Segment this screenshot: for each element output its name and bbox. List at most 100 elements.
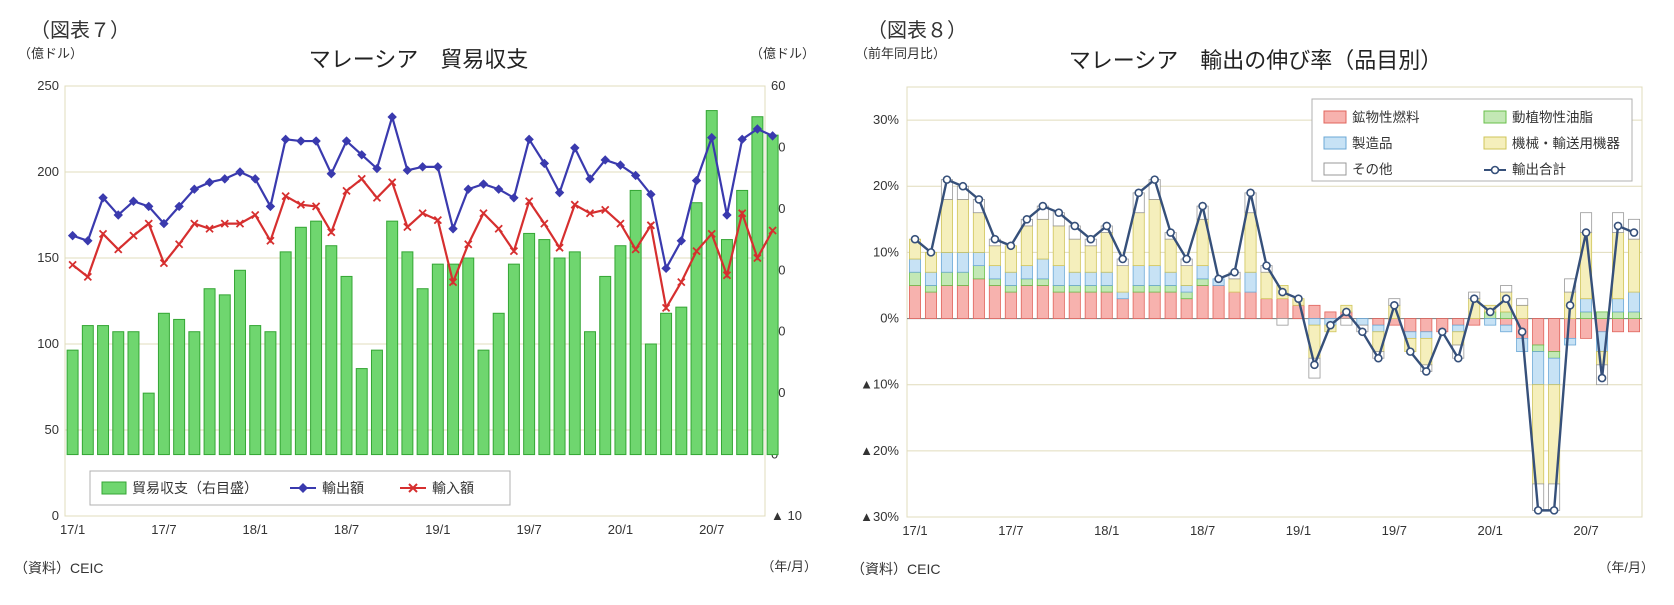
svg-text:100: 100 <box>37 336 59 351</box>
trade-balance-bar <box>402 252 413 455</box>
chart8-xaxis-caption: （年/月） <box>1598 557 1654 579</box>
stack-oils <box>941 272 952 285</box>
stack-manuf <box>1612 299 1623 312</box>
svg-text:輸出額: 輸出額 <box>322 480 364 496</box>
stack-manuf <box>1101 272 1112 285</box>
svg-text:▲10%: ▲10% <box>860 377 899 392</box>
stack-oils <box>1005 285 1016 292</box>
trade-balance-bar <box>143 393 154 454</box>
stack-mach <box>989 246 1000 266</box>
stack-oils <box>1085 285 1096 292</box>
stack-oils <box>1181 292 1192 299</box>
stack-manuf <box>1037 259 1048 279</box>
svg-text:18/1: 18/1 <box>1094 523 1119 538</box>
trade-balance-bar <box>508 264 519 454</box>
chart7-source: （資料）CEIC <box>14 558 103 578</box>
trade-balance-bar <box>676 307 687 454</box>
stack-manuf <box>1485 319 1496 326</box>
trade-balance-bar <box>569 252 580 455</box>
stack-mach <box>1101 233 1112 273</box>
trade-balance-bar <box>98 326 109 455</box>
stack-manuf <box>1549 358 1560 384</box>
svg-text:20/7: 20/7 <box>699 522 724 537</box>
svg-text:機械・輸送用機器: 機械・輸送用機器 <box>1512 136 1620 151</box>
chart8-panel: （図表８） （前年同月比） マレーシア 輸出の伸び率（品目別） ▲30%▲20%… <box>847 10 1664 579</box>
trade-balance-bar <box>235 270 246 454</box>
stack-mineral <box>1261 299 1272 319</box>
stack-oils <box>1133 285 1144 292</box>
stack-mineral <box>1101 292 1112 318</box>
trade-balance-bar <box>615 246 626 455</box>
stack-manuf <box>1501 325 1512 332</box>
svg-text:18/7: 18/7 <box>334 522 359 537</box>
stack-oils <box>973 266 984 279</box>
svg-text:鉱物性燃料: 鉱物性燃料 <box>1352 109 1420 125</box>
stack-oils <box>1628 312 1639 319</box>
stack-mineral <box>1533 319 1544 345</box>
trade-balance-bar <box>524 233 535 454</box>
stack-manuf <box>1069 272 1080 285</box>
chart7-panel: （図表７） （億ドル） （億ドル） マレーシア 貿易収支 05010015020… <box>10 10 827 579</box>
stack-oils <box>1580 312 1591 319</box>
stack-mineral <box>1277 299 1288 319</box>
stack-manuf <box>1533 352 1544 385</box>
stack-manuf <box>1421 332 1432 339</box>
trade-balance-bar <box>752 117 763 455</box>
stack-manuf <box>1021 266 1032 279</box>
stack-mach <box>1117 266 1128 292</box>
stack-manuf <box>941 252 952 272</box>
stack-mineral <box>1005 292 1016 318</box>
stack-mineral <box>957 285 968 318</box>
svg-text:200: 200 <box>37 164 59 179</box>
trade-balance-bar <box>371 350 382 454</box>
stack-mineral <box>973 279 984 319</box>
stack-oils <box>989 279 1000 286</box>
stack-mach <box>1069 239 1080 272</box>
stack-mineral <box>1309 305 1320 318</box>
stack-mineral <box>1245 292 1256 318</box>
trade-balance-bar <box>585 332 596 455</box>
svg-text:19/7: 19/7 <box>516 522 541 537</box>
stack-mineral <box>1085 292 1096 318</box>
stack-mineral <box>1612 319 1623 332</box>
stack-manuf <box>1245 272 1256 292</box>
svg-text:17/7: 17/7 <box>998 523 1023 538</box>
stack-manuf <box>1453 325 1464 332</box>
chart8-source: （資料）CEIC <box>851 559 940 579</box>
stack-manuf <box>1373 325 1384 332</box>
svg-text:17/7: 17/7 <box>151 522 176 537</box>
trade-balance-bar <box>219 295 230 455</box>
stack-oils <box>1021 279 1032 286</box>
stack-mineral <box>1453 319 1464 326</box>
trade-balance-bar <box>204 289 215 455</box>
trade-balance-bar <box>341 276 352 454</box>
svg-text:▲20%: ▲20% <box>860 443 899 458</box>
svg-text:輸出合計: 輸出合計 <box>1512 162 1566 177</box>
trade-balance-bar <box>767 135 778 454</box>
trade-balance-bar <box>478 350 489 454</box>
stack-mineral <box>1469 319 1480 326</box>
stack-mineral <box>1405 319 1416 332</box>
stack-manuf <box>909 259 920 272</box>
trade-balance-bar <box>448 264 459 454</box>
stack-other <box>1517 299 1528 306</box>
trade-balance-bar <box>158 313 169 454</box>
svg-text:17/1: 17/1 <box>60 522 85 537</box>
svg-text:150: 150 <box>37 250 59 265</box>
stack-mach <box>1181 266 1192 286</box>
svg-text:250: 250 <box>37 78 59 93</box>
svg-text:貿易収支（右目盛）: 貿易収支（右目盛） <box>132 480 258 496</box>
stack-mineral <box>1628 319 1639 332</box>
svg-text:動植物性油脂: 動植物性油脂 <box>1512 110 1593 125</box>
stack-manuf <box>1005 272 1016 285</box>
stack-oils <box>1197 279 1208 286</box>
svg-text:50: 50 <box>45 422 59 437</box>
trade-balance-bar <box>661 313 672 454</box>
svg-text:20/1: 20/1 <box>1478 523 1503 538</box>
stack-mineral <box>1117 299 1128 319</box>
stack-other <box>1277 319 1288 326</box>
svg-text:輸入額: 輸入額 <box>432 480 474 496</box>
trade-balance-bar <box>387 221 398 454</box>
stack-oils <box>957 272 968 285</box>
stack-mineral <box>1197 285 1208 318</box>
